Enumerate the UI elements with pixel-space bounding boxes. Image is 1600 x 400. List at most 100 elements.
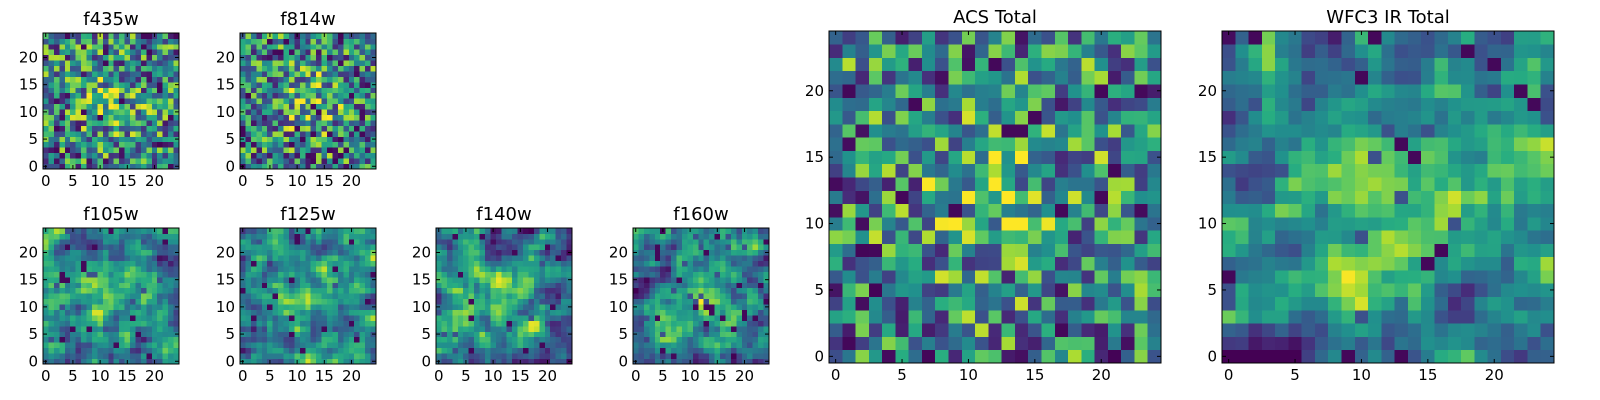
heatmap-cell: [698, 304, 705, 310]
heatmap-cell: [81, 87, 87, 94]
heatmap-cell: [523, 347, 529, 354]
heatmap-cell: [1421, 190, 1435, 205]
heatmap-cell: [305, 260, 312, 267]
heatmap-cell: [91, 238, 98, 245]
heatmap-cell: [168, 233, 174, 240]
heatmap-cell: [119, 54, 125, 61]
heatmap-cell: [135, 87, 142, 94]
heatmap-cell: [113, 76, 120, 83]
heatmap-cell: [539, 309, 546, 316]
heatmap-cell: [272, 109, 279, 115]
heatmap-cell: [676, 282, 683, 289]
heatmap-cell: [1222, 336, 1236, 351]
heatmap-cell: [278, 158, 284, 164]
heatmap-cell: [256, 342, 263, 349]
heatmap-cell: [528, 266, 535, 272]
heatmap-cell: [108, 109, 115, 115]
heatmap-cell: [436, 325, 442, 332]
heatmap-cell: [747, 342, 754, 349]
heatmap-cell: [316, 298, 322, 305]
heatmap-cell: [539, 325, 546, 332]
heatmap-cell: [763, 282, 770, 289]
heatmap-cell: [1222, 256, 1236, 271]
heatmap-cell: [452, 276, 459, 283]
heatmap-cell: [1540, 336, 1555, 351]
heatmap-cell: [681, 342, 688, 349]
heatmap-cell: [256, 141, 263, 148]
heatmap-cell: [501, 271, 508, 278]
heatmap-cell: [283, 315, 290, 321]
heatmap-cell: [1407, 216, 1422, 231]
heatmap-cell: [842, 44, 856, 58]
heatmap-cell: [245, 120, 252, 126]
heatmap-cell: [1527, 190, 1542, 205]
heatmap-cell: [64, 147, 71, 154]
heatmap-cell: [681, 325, 688, 332]
heatmap-cell: [703, 287, 710, 294]
heatmap-cell: [1474, 256, 1488, 271]
heatmap-cell: [687, 325, 694, 332]
heatmap-cell: [53, 293, 60, 300]
heatmap-cell: [528, 309, 535, 316]
heatmap-cell: [1381, 190, 1396, 205]
heatmap-cell: [550, 282, 557, 289]
heatmap-cell: [868, 203, 883, 218]
heatmap-cell: [961, 296, 976, 311]
heatmap-cell: [730, 353, 737, 359]
y-tick-label: 5: [618, 325, 628, 343]
heatmap-cell: [555, 353, 562, 359]
heatmap-cell: [332, 109, 339, 115]
heatmap-cell: [250, 298, 257, 305]
heatmap-cell: [747, 304, 754, 310]
heatmap-cell: [245, 244, 252, 251]
heatmap-cell: [119, 163, 125, 170]
heatmap-cell: [649, 282, 656, 289]
heatmap-cell: [550, 358, 557, 365]
heatmap-cell: [316, 103, 322, 110]
heatmap-cell: [703, 276, 710, 283]
heatmap-cell: [97, 233, 104, 240]
y-tick-label: 10: [412, 298, 431, 316]
heatmap-cell: [108, 228, 115, 234]
heatmap-cell: [1001, 243, 1016, 258]
heatmap-cell: [332, 353, 339, 359]
heatmap-cell: [124, 76, 131, 83]
heatmap-cell: [157, 233, 164, 240]
heatmap-cell: [278, 266, 284, 272]
heatmap-cell: [272, 92, 279, 99]
heatmap-cell: [119, 71, 125, 77]
heatmap-cell: [654, 358, 661, 365]
heatmap-cell: [327, 87, 333, 94]
heatmap-cell: [245, 325, 252, 332]
heatmap-cell: [1054, 97, 1069, 112]
heatmap-cell: [1540, 256, 1555, 271]
heatmap-cell: [868, 177, 883, 191]
heatmap-cell: [250, 238, 257, 245]
heatmap-cell: [1094, 230, 1109, 244]
heatmap-cell: [299, 353, 306, 359]
heatmap-cell: [512, 293, 518, 300]
heatmap-cell: [343, 309, 350, 316]
heatmap-cell: [299, 141, 306, 148]
heatmap-cell: [267, 347, 274, 354]
heatmap-cell: [348, 125, 355, 132]
heatmap-cell: [1041, 296, 1056, 311]
heatmap-cell: [64, 233, 71, 240]
heatmap-cell: [256, 255, 263, 262]
heatmap-cell: [566, 282, 573, 289]
heatmap-cell: [1354, 336, 1369, 351]
heatmap-cell: [305, 38, 312, 45]
heatmap-cell: [305, 54, 312, 61]
heatmap-cell: [294, 233, 301, 240]
heatmap-cell: [908, 137, 923, 151]
heatmap-cell: [294, 325, 301, 332]
heatmap-cell: [643, 358, 650, 365]
heatmap-cell: [151, 336, 158, 343]
heatmap-cell: [146, 266, 153, 272]
heatmap-cell: [70, 309, 77, 316]
heatmap-cell: [1434, 270, 1449, 284]
heatmap-cell: [961, 336, 976, 351]
heatmap-cell: [665, 233, 672, 240]
heatmap-cell: [921, 270, 936, 284]
